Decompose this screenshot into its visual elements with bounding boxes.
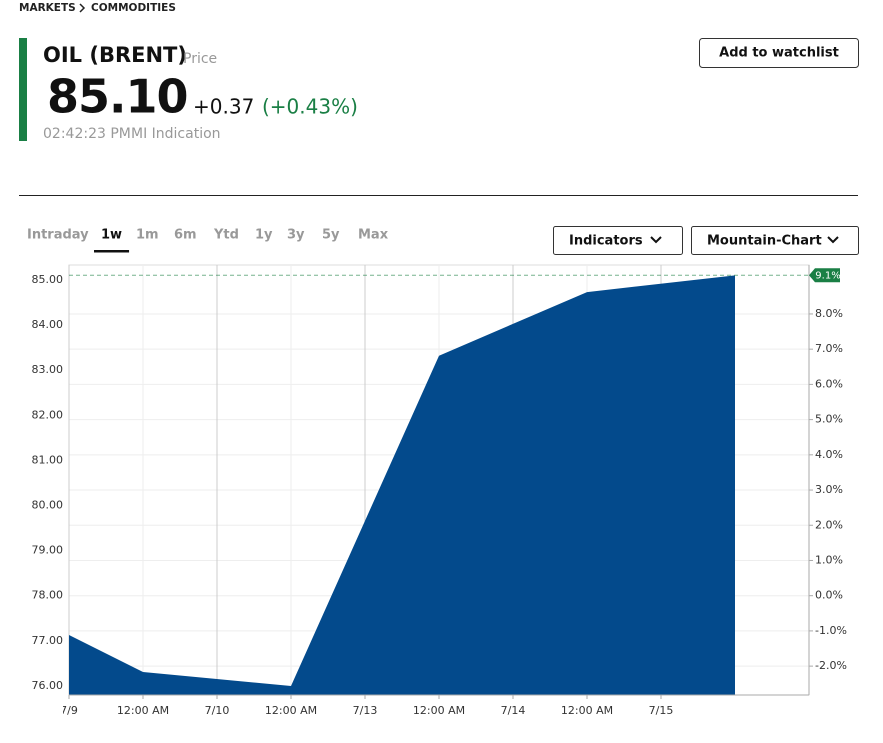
x-tick-label: 7/13: [353, 704, 378, 717]
y2-tick-label: 7.0%: [815, 342, 843, 355]
x-tick-label: 7/15: [649, 704, 674, 717]
range-tab[interactable]: 1w: [101, 228, 122, 243]
label-mask: [0, 700, 63, 722]
range-tab[interactable]: 3y: [287, 228, 305, 243]
watchlist-button[interactable]: [699, 38, 859, 68]
range-tab[interactable]: 1y: [255, 228, 273, 243]
y-tick-label: 76.00: [32, 679, 64, 692]
range-tab[interactable]: 1m: [136, 228, 159, 243]
x-tick-label: 12:00 AM: [117, 704, 169, 717]
range-tab[interactable]: Intraday: [27, 228, 89, 243]
chevron-icon: [827, 236, 839, 244]
y2-tick-label: 0.0%: [815, 589, 843, 602]
breadcrumb-arrow: [79, 3, 86, 13]
y-tick-label: 79.00: [32, 544, 64, 557]
y-tick-label: 82.00: [32, 408, 64, 421]
chart-type-dropdown[interactable]: [691, 226, 859, 255]
breadcrumb-link[interactable]: COMMODITIES: [91, 2, 176, 14]
y-tick-label: 83.00: [32, 363, 64, 376]
instrument-name: OIL (BRENT): [43, 43, 187, 67]
price-area: [69, 275, 735, 695]
y-tick-label: 80.00: [32, 498, 64, 511]
range-tab[interactable]: 5y: [322, 228, 340, 243]
range-tab[interactable]: 6m: [174, 228, 197, 243]
active-tab-underline: [94, 250, 130, 253]
price-change-percent: (+0.43%): [262, 95, 358, 119]
y2-tick-label: 8.0%: [815, 307, 843, 320]
y-tick-label: 81.00: [32, 453, 64, 466]
y2-tick-label: -2.0%: [815, 659, 847, 672]
quote-source: MI Indication: [131, 126, 221, 142]
y-tick-label: 84.00: [32, 318, 64, 331]
price-change: +0.37: [193, 95, 254, 119]
y2-tick-label: 4.0%: [815, 448, 843, 461]
watchlist-button-label: Add to watchlist: [719, 46, 839, 61]
range-tab[interactable]: Ytd: [213, 228, 239, 243]
y2-tick-label: 2.0%: [815, 518, 843, 531]
indicators-dropdown[interactable]: [553, 226, 683, 255]
y-tick-label: 85.00: [32, 273, 64, 286]
y2-tick-label: -1.0%: [815, 624, 847, 637]
quote-time: 02:42:23 PM: [43, 126, 131, 142]
y2-tick-label: 5.0%: [815, 413, 843, 426]
x-tick-label: 7/9: [60, 704, 78, 717]
breadcrumb-link[interactable]: MARKETS: [19, 2, 76, 14]
accent-bar: [19, 38, 27, 141]
price: 85.10: [47, 70, 188, 124]
dropdown-label: Indicators: [569, 234, 643, 249]
y-tick-label: 78.00: [32, 589, 64, 602]
x-tick-label: 12:00 AM: [413, 704, 465, 717]
y2-tick-label: 3.0%: [815, 483, 843, 496]
x-tick-label: 12:00 AM: [265, 704, 317, 717]
current-value-badge: [809, 268, 840, 283]
range-tab[interactable]: Max: [358, 228, 389, 243]
dropdown-label: Mountain-Chart: [707, 234, 822, 249]
x-tick-label: 12:00 AM: [561, 704, 613, 717]
y2-tick-label: 6.0%: [815, 377, 843, 390]
price-label: Price: [183, 51, 217, 67]
y2-tick-label: 1.0%: [815, 553, 843, 566]
current-value-label: 9.1%: [815, 271, 840, 282]
x-tick-label: 7/14: [501, 704, 526, 717]
x-tick-label: 7/10: [205, 704, 230, 717]
y-tick-label: 77.00: [32, 634, 64, 647]
chevron-icon: [650, 236, 662, 244]
